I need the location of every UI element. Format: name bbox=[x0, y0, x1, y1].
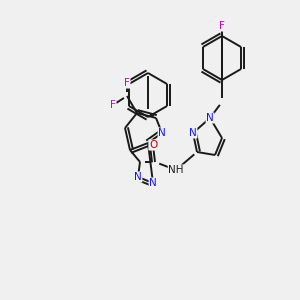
Text: F: F bbox=[124, 78, 130, 88]
Text: F: F bbox=[110, 100, 116, 110]
Text: N: N bbox=[206, 113, 214, 123]
Text: F: F bbox=[219, 21, 225, 31]
Text: N: N bbox=[189, 128, 197, 138]
Text: O: O bbox=[149, 140, 157, 150]
Text: NH: NH bbox=[168, 165, 184, 175]
Text: N: N bbox=[149, 178, 157, 188]
Text: N: N bbox=[158, 128, 166, 138]
Text: N: N bbox=[134, 172, 142, 182]
